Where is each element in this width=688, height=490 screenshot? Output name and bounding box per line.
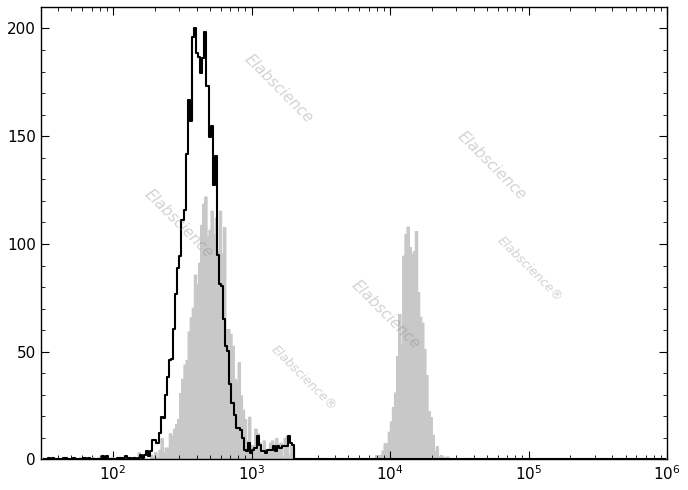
Text: Elabscience: Elabscience bbox=[455, 128, 529, 202]
Text: Elabscience®: Elabscience® bbox=[494, 234, 565, 305]
Text: Elabscience: Elabscience bbox=[241, 51, 316, 125]
Text: Elabscience: Elabscience bbox=[348, 277, 422, 352]
Text: Elabscience®: Elabscience® bbox=[268, 343, 339, 413]
Text: Elabscience: Elabscience bbox=[141, 187, 216, 261]
